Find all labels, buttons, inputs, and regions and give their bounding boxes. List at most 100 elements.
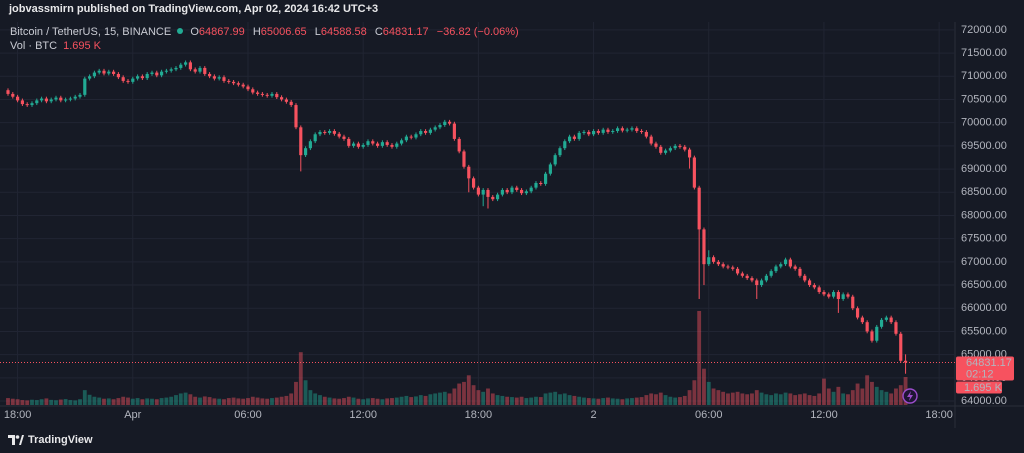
candle-body xyxy=(447,121,452,124)
volume-bar xyxy=(836,386,841,405)
low-value: 64588.58 xyxy=(320,26,367,38)
volume-bar xyxy=(476,390,481,405)
y-tick-label: 70500.00 xyxy=(961,93,1007,105)
candle-body xyxy=(227,80,231,82)
alert-bolt xyxy=(907,391,913,401)
candle-body xyxy=(683,146,687,150)
grid xyxy=(0,22,955,406)
candle-body xyxy=(731,267,735,269)
volume-bar xyxy=(644,395,649,405)
y-tick-label: 71500.00 xyxy=(961,47,1007,59)
candle-body xyxy=(831,292,836,297)
volume-tag-label: 1.695 K xyxy=(964,382,1003,394)
candle-body xyxy=(841,294,845,299)
y-tick-label: 64000.00 xyxy=(961,395,1007,407)
candle-body xyxy=(515,187,519,190)
volume-bar xyxy=(778,394,783,405)
candle-body xyxy=(404,136,408,141)
volume-bar xyxy=(279,396,284,405)
candle-body xyxy=(280,97,284,100)
candle-body xyxy=(164,70,168,72)
candle-body xyxy=(40,98,44,101)
candle-body xyxy=(121,77,125,81)
candle-body xyxy=(423,131,428,133)
candle-body xyxy=(414,134,418,138)
x-tick-label: 2 xyxy=(591,409,597,421)
candle-body xyxy=(54,97,58,100)
volume-bar xyxy=(826,388,831,405)
volume-bar xyxy=(332,398,337,405)
volume-bar xyxy=(730,392,735,405)
volume-bar xyxy=(702,368,706,405)
candle-body xyxy=(764,275,768,281)
candle-body xyxy=(539,182,543,184)
x-tick-label: 06:00 xyxy=(695,409,723,421)
volume-bar xyxy=(106,398,111,405)
candle-body xyxy=(654,143,658,147)
candle-body xyxy=(678,145,682,147)
candle-body xyxy=(284,99,288,102)
candle-body xyxy=(755,280,759,286)
candle-body xyxy=(352,143,356,146)
volume-bar xyxy=(399,396,404,405)
x-tick-label: 12:00 xyxy=(349,409,377,421)
volume-bar xyxy=(322,396,327,405)
candle-body xyxy=(543,173,548,184)
volume-bar xyxy=(111,399,116,405)
y-tick-label: 69000.00 xyxy=(961,163,1007,175)
candle-body xyxy=(174,67,178,70)
close-value: 64831.17 xyxy=(382,26,429,38)
candle-body xyxy=(59,97,63,101)
volume-bar xyxy=(68,400,73,405)
volume-bar xyxy=(202,396,207,405)
volume-bar xyxy=(20,400,25,405)
candle-body xyxy=(486,189,490,197)
candle-body xyxy=(735,268,740,274)
candle-body xyxy=(390,144,394,147)
candle-body xyxy=(356,143,360,147)
y-tick-label: 66500.00 xyxy=(961,279,1007,291)
volume-bar xyxy=(385,398,390,405)
y-tick-label: 67500.00 xyxy=(961,233,1007,245)
volume-bar xyxy=(692,380,697,405)
volume-bar xyxy=(649,393,654,405)
volume-bar xyxy=(577,396,582,405)
y-tick-label: 65500.00 xyxy=(961,325,1007,337)
candle-body xyxy=(270,93,274,96)
candle-body xyxy=(241,84,245,87)
volume-bar xyxy=(457,383,462,405)
candle-body xyxy=(16,96,20,101)
candle-body xyxy=(721,264,725,267)
volume-bar xyxy=(178,393,183,405)
volume-bar xyxy=(620,399,625,405)
volume-bar xyxy=(44,398,49,405)
volume-bar xyxy=(428,394,433,405)
volume-bar xyxy=(706,381,711,405)
volume-bar xyxy=(356,398,361,405)
volume-bar xyxy=(154,399,159,405)
volume-bar xyxy=(529,397,534,405)
candle-body xyxy=(846,294,850,297)
volume-bar xyxy=(207,397,212,405)
volume-bar xyxy=(562,393,567,405)
volume-bar xyxy=(850,390,855,405)
ohlc-key: H xyxy=(252,26,261,38)
volume-bar xyxy=(174,395,178,405)
candle-body xyxy=(380,142,384,146)
candle-body xyxy=(169,69,173,71)
volume-bar xyxy=(169,396,174,405)
candle-body xyxy=(851,296,855,309)
volume-bar xyxy=(630,398,634,405)
volume-bar xyxy=(250,396,255,405)
volume-bar xyxy=(442,391,447,405)
candle-body xyxy=(505,189,509,193)
candle-body xyxy=(188,62,192,70)
volume-bar xyxy=(591,398,596,405)
volume-bar xyxy=(49,399,54,405)
candle-body xyxy=(553,155,557,165)
volume-bar xyxy=(15,399,20,405)
volume-bar xyxy=(793,395,798,405)
volume-bar xyxy=(673,397,678,405)
volume-bar xyxy=(246,398,250,405)
